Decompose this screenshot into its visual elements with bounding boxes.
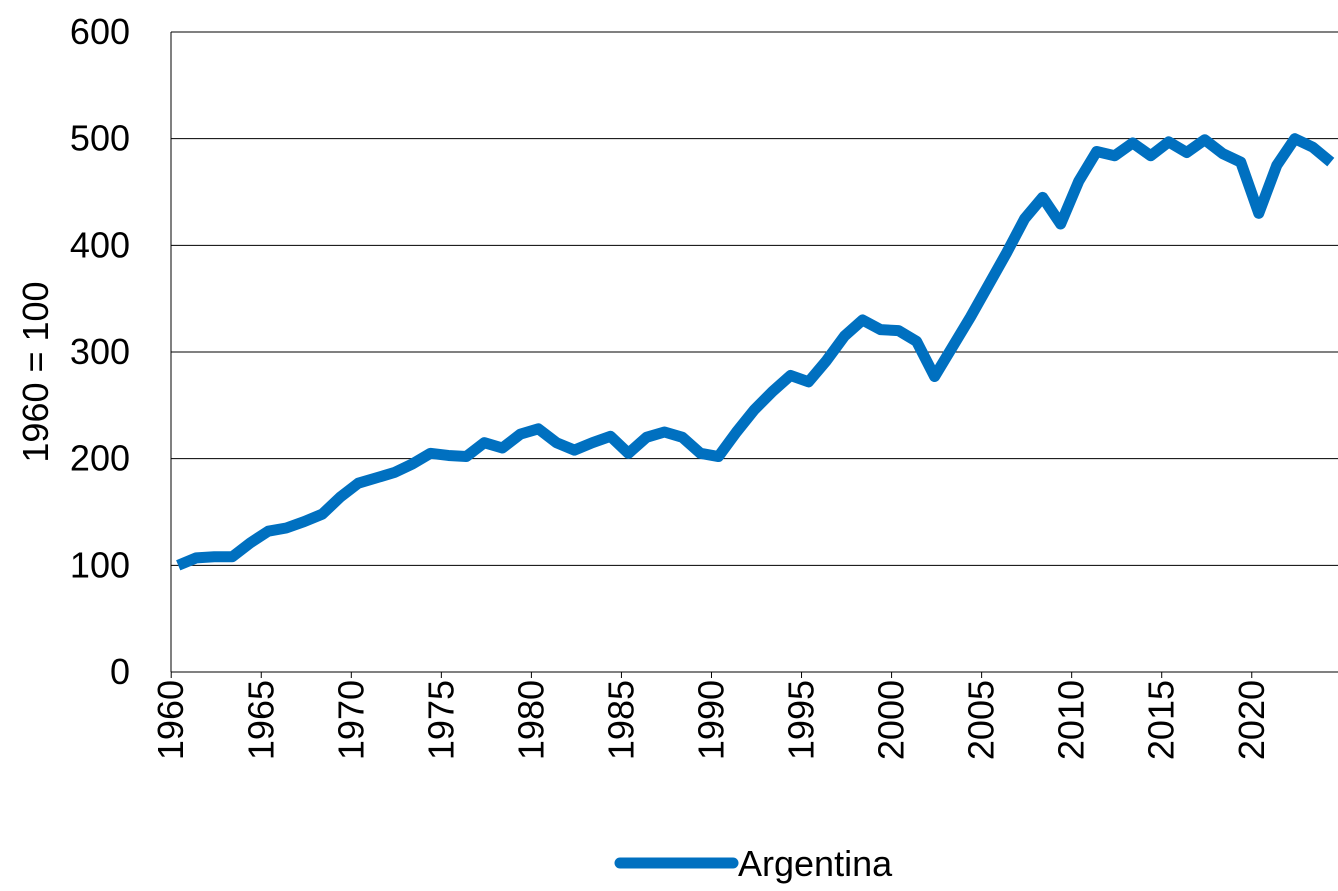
x-tick-label: 1965 — [240, 680, 281, 760]
y-tick-label: 300 — [70, 331, 130, 372]
x-tick-label: 2020 — [1231, 680, 1272, 760]
x-tick-label: 2005 — [961, 680, 1002, 760]
x-tick-label: 1995 — [781, 680, 822, 760]
y-tick-label: 200 — [70, 438, 130, 479]
data-line — [176, 133, 1335, 571]
x-tick-label: 2015 — [1141, 680, 1182, 760]
x-tick-label: 1975 — [420, 680, 461, 760]
x-tick-label: 1980 — [510, 680, 551, 760]
x-tick-label: 2000 — [871, 680, 912, 760]
y-tick-label: 0 — [110, 651, 130, 692]
y-tick-label: 600 — [70, 11, 130, 52]
x-tick-label: 1990 — [690, 680, 731, 760]
y-tick-label: 100 — [70, 544, 130, 585]
x-tick-label: 1985 — [600, 680, 641, 760]
x-tick-label: 1970 — [330, 680, 371, 760]
x-tick-label: 2010 — [1051, 680, 1092, 760]
x-tick-label: 1960 — [150, 680, 191, 760]
y-tick-label: 500 — [70, 118, 130, 159]
y-axis-title: 1960 = 100 — [15, 281, 56, 462]
legend-label: Argentina — [738, 843, 893, 884]
y-tick-label: 400 — [70, 224, 130, 265]
